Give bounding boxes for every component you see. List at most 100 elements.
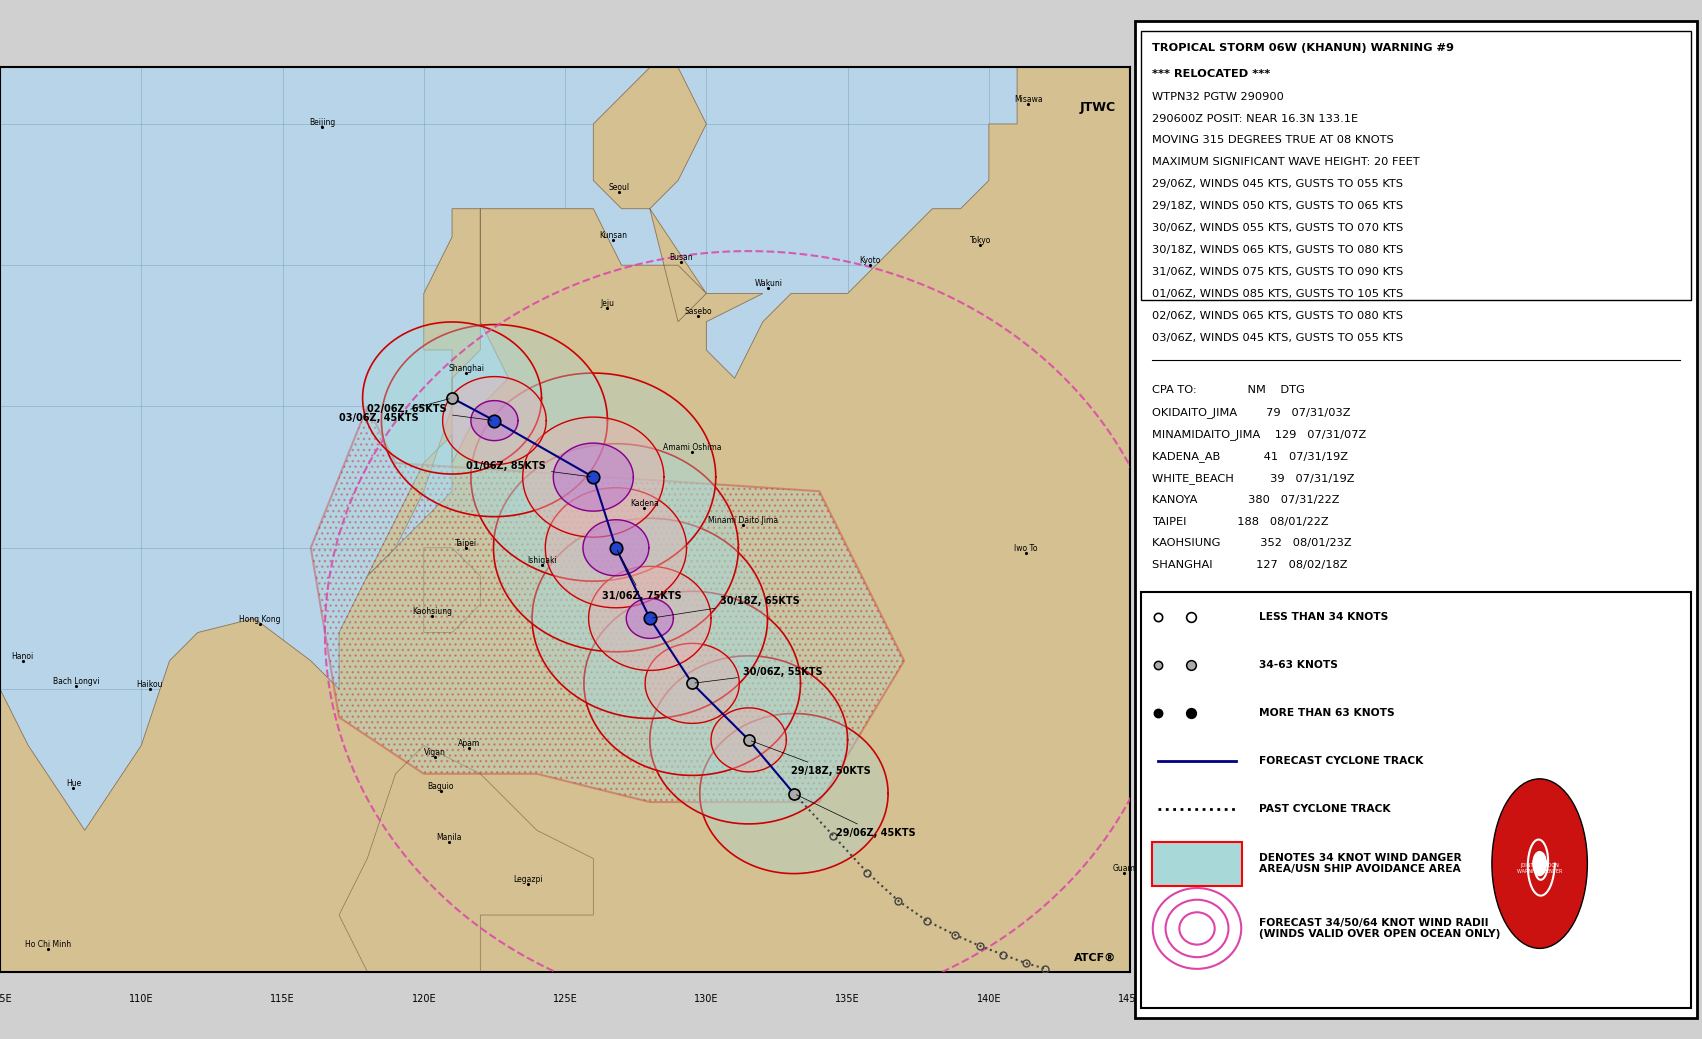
Text: KANOYA              380   07/31/22Z: KANOYA 380 07/31/22Z <box>1152 495 1339 505</box>
FancyBboxPatch shape <box>1140 592 1692 1008</box>
Text: LESS THAN 34 KNOTS: LESS THAN 34 KNOTS <box>1259 612 1389 622</box>
Text: Hanoi: Hanoi <box>12 651 34 661</box>
Text: Hong Kong: Hong Kong <box>240 615 281 624</box>
Polygon shape <box>533 518 768 718</box>
Text: 120E: 120E <box>412 994 436 1004</box>
Text: 105E: 105E <box>0 994 12 1004</box>
Text: 135E: 135E <box>836 994 860 1004</box>
Text: KAOHSIUNG           352   08/01/23Z: KAOHSIUNG 352 08/01/23Z <box>1152 538 1351 549</box>
Polygon shape <box>339 746 594 971</box>
Polygon shape <box>584 591 800 775</box>
Polygon shape <box>471 401 517 441</box>
Circle shape <box>1493 779 1588 949</box>
Text: 29/18Z, 50KTS: 29/18Z, 50KTS <box>751 741 871 776</box>
Text: 01/06Z, 85KTS: 01/06Z, 85KTS <box>466 460 591 477</box>
Text: Misawa: Misawa <box>1014 96 1043 104</box>
Polygon shape <box>381 324 608 516</box>
Text: JTWC: JTWC <box>1079 102 1117 114</box>
Polygon shape <box>553 443 633 511</box>
Text: Baguio: Baguio <box>427 781 454 791</box>
Text: Seoul: Seoul <box>608 183 630 192</box>
Polygon shape <box>589 566 711 670</box>
Text: Ho Chi Minh: Ho Chi Minh <box>26 940 71 949</box>
Text: Kadena: Kadena <box>630 499 659 508</box>
Circle shape <box>1534 852 1547 876</box>
Text: Amami Oshima: Amami Oshima <box>664 443 722 452</box>
Text: PAST CYCLONE TRACK: PAST CYCLONE TRACK <box>1259 804 1391 814</box>
Polygon shape <box>584 520 648 576</box>
Text: Busan: Busan <box>669 254 693 263</box>
Polygon shape <box>311 406 904 802</box>
Polygon shape <box>471 373 717 581</box>
Polygon shape <box>363 322 541 474</box>
Text: 31/06Z, 75KTS: 31/06Z, 75KTS <box>603 551 681 601</box>
Text: MOVING 315 DEGREES TRUE AT 08 KNOTS: MOVING 315 DEGREES TRUE AT 08 KNOTS <box>1152 135 1394 145</box>
Text: 29/06Z, WINDS 045 KTS, GUSTS TO 055 KTS: 29/06Z, WINDS 045 KTS, GUSTS TO 055 KTS <box>1152 180 1402 189</box>
Text: 130E: 130E <box>694 994 718 1004</box>
Text: 03/06Z, 45KTS: 03/06Z, 45KTS <box>339 399 449 423</box>
Polygon shape <box>0 68 1130 971</box>
Text: SHANGHAI            127   08/02/18Z: SHANGHAI 127 08/02/18Z <box>1152 560 1348 570</box>
Text: Shanghai: Shanghai <box>448 364 483 373</box>
Text: Taipei: Taipei <box>454 539 477 548</box>
Text: Guam: Guam <box>1113 863 1135 873</box>
Text: FORECAST CYCLONE TRACK: FORECAST CYCLONE TRACK <box>1259 756 1423 766</box>
Text: Kunsan: Kunsan <box>599 231 626 240</box>
Text: 02/06Z, 65KTS: 02/06Z, 65KTS <box>368 404 492 420</box>
Text: Kyoto: Kyoto <box>860 257 882 265</box>
FancyBboxPatch shape <box>1152 842 1242 885</box>
Text: ATCF®: ATCF® <box>1074 953 1117 963</box>
Text: 29/18Z, WINDS 050 KTS, GUSTS TO 065 KTS: 29/18Z, WINDS 050 KTS, GUSTS TO 065 KTS <box>1152 202 1402 211</box>
Text: KADENA_AB            41   07/31/19Z: KADENA_AB 41 07/31/19Z <box>1152 451 1348 461</box>
Text: 140E: 140E <box>977 994 1001 1004</box>
Text: 30/06Z, WINDS 055 KTS, GUSTS TO 070 KTS: 30/06Z, WINDS 055 KTS, GUSTS TO 070 KTS <box>1152 223 1404 234</box>
Text: CPA TO:              NM    DTG: CPA TO: NM DTG <box>1152 384 1305 395</box>
Text: 290600Z POSIT: NEAR 16.3N 133.1E: 290600Z POSIT: NEAR 16.3N 133.1E <box>1152 113 1358 124</box>
FancyBboxPatch shape <box>1140 31 1692 300</box>
Text: 30/18Z, 65KTS: 30/18Z, 65KTS <box>652 596 800 618</box>
Text: Ishigaki: Ishigaki <box>528 556 557 565</box>
Text: *** RELOCATED ***: *** RELOCATED *** <box>1152 69 1270 79</box>
Text: MAXIMUM SIGNIFICANT WAVE HEIGHT: 20 FEET: MAXIMUM SIGNIFICANT WAVE HEIGHT: 20 FEET <box>1152 158 1419 167</box>
Polygon shape <box>700 714 888 874</box>
Text: Jeju: Jeju <box>601 298 614 308</box>
Text: 30/06Z, 55KTS: 30/06Z, 55KTS <box>694 667 822 683</box>
Text: Iwo To: Iwo To <box>1014 544 1037 554</box>
Text: Sasebo: Sasebo <box>684 308 711 316</box>
Text: TROPICAL STORM 06W (KHANUN) WARNING #9: TROPICAL STORM 06W (KHANUN) WARNING #9 <box>1152 43 1454 53</box>
Text: WTPN32 PGTW 290900: WTPN32 PGTW 290900 <box>1152 91 1283 102</box>
Text: TAIPEI              188   08/01/22Z: TAIPEI 188 08/01/22Z <box>1152 516 1329 527</box>
Text: 01/06Z, WINDS 085 KTS, GUSTS TO 105 KTS: 01/06Z, WINDS 085 KTS, GUSTS TO 105 KTS <box>1152 289 1404 299</box>
Text: MORE THAN 63 KNOTS: MORE THAN 63 KNOTS <box>1259 708 1394 718</box>
Text: Beijing: Beijing <box>310 117 335 127</box>
Text: DENOTES 34 KNOT WIND DANGER
AREA/USN SHIP AVOIDANCE AREA: DENOTES 34 KNOT WIND DANGER AREA/USN SHI… <box>1259 853 1462 875</box>
Text: WHITE_BEACH          39   07/31/19Z: WHITE_BEACH 39 07/31/19Z <box>1152 473 1355 483</box>
Text: Vigan: Vigan <box>424 748 446 756</box>
Polygon shape <box>424 548 480 633</box>
FancyBboxPatch shape <box>1135 21 1697 1018</box>
Text: 30/18Z, WINDS 065 KTS, GUSTS TO 080 KTS: 30/18Z, WINDS 065 KTS, GUSTS TO 080 KTS <box>1152 245 1404 256</box>
Text: MINAMIDAITO_JIMA    129   07/31/07Z: MINAMIDAITO_JIMA 129 07/31/07Z <box>1152 429 1367 439</box>
Polygon shape <box>711 708 786 772</box>
Polygon shape <box>650 656 848 824</box>
Text: 02/06Z, WINDS 065 KTS, GUSTS TO 080 KTS: 02/06Z, WINDS 065 KTS, GUSTS TO 080 KTS <box>1152 311 1402 321</box>
Text: OKIDAITO_JIMA        79   07/31/03Z: OKIDAITO_JIMA 79 07/31/03Z <box>1152 407 1351 418</box>
Text: Bach Longvi: Bach Longvi <box>53 677 99 686</box>
Text: Haikou: Haikou <box>136 680 163 689</box>
Polygon shape <box>626 598 674 638</box>
Text: Manila: Manila <box>436 832 461 842</box>
Text: Wakuni: Wakuni <box>754 278 783 288</box>
Polygon shape <box>494 444 739 651</box>
Text: 29/06Z, 45KTS: 29/06Z, 45KTS <box>797 795 916 837</box>
Text: 125E: 125E <box>553 994 577 1004</box>
Text: FORECAST 34/50/64 KNOT WIND RADII
(WINDS VALID OVER OPEN OCEAN ONLY): FORECAST 34/50/64 KNOT WIND RADII (WINDS… <box>1259 917 1499 939</box>
Text: 31/06Z, WINDS 075 KTS, GUSTS TO 090 KTS: 31/06Z, WINDS 075 KTS, GUSTS TO 090 KTS <box>1152 267 1404 277</box>
Text: 110E: 110E <box>129 994 153 1004</box>
Polygon shape <box>523 417 664 537</box>
Text: JOINT TYPHOON
WARNING CENTER: JOINT TYPHOON WARNING CENTER <box>1516 863 1562 874</box>
Text: Tokyo: Tokyo <box>970 237 991 245</box>
Text: 145E: 145E <box>1118 994 1142 1004</box>
Polygon shape <box>645 643 739 723</box>
Text: Legazpi: Legazpi <box>514 875 543 884</box>
Text: 34-63 KNOTS: 34-63 KNOTS <box>1259 660 1338 670</box>
